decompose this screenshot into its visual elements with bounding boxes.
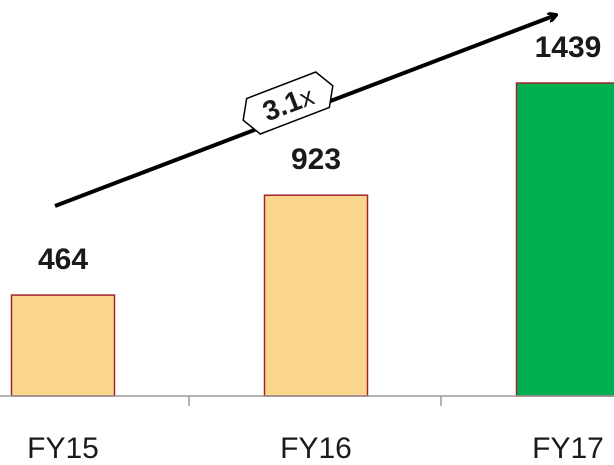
category-label: FY17 — [532, 432, 604, 465]
bar-fy16 — [263, 194, 369, 397]
badge-hexagon — [242, 71, 334, 135]
bars-group — [10, 82, 614, 397]
category-labels-group: FY15 FY16 FY17 — [27, 432, 604, 465]
value-label: 923 — [291, 143, 341, 176]
bar-fy15 — [10, 294, 116, 397]
value-label: 464 — [38, 243, 88, 276]
category-label: FY15 — [27, 432, 99, 465]
growth-badge: 3.1x — [242, 71, 334, 135]
category-label: FY16 — [280, 432, 352, 465]
value-label: 1439 — [535, 31, 602, 64]
value-labels-group: 464 923 1439 — [38, 31, 601, 276]
bar-fy17 — [515, 82, 614, 397]
